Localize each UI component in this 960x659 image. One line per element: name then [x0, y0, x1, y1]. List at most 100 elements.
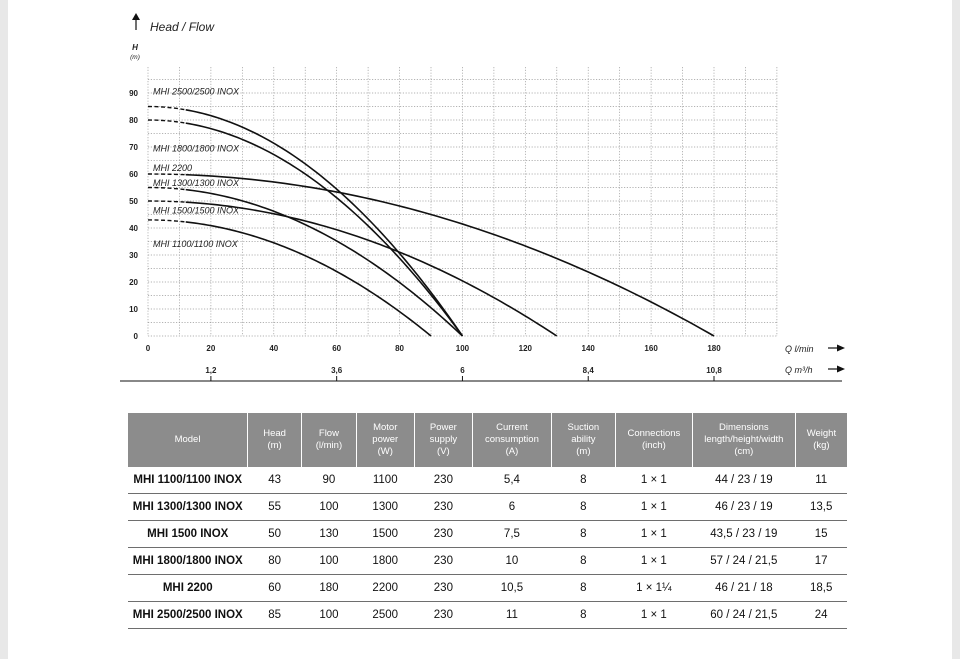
column-header: Weight (kg)	[795, 413, 847, 467]
model-cell: MHI 1500 INOX	[128, 520, 248, 548]
y-axis-label: H	[132, 43, 138, 52]
column-header-line: Dimensions	[719, 422, 769, 433]
curve-dashed-start	[147, 119, 186, 124]
table-row: MHI 1100/1100 INOX 43 90 1100 230 5,4 8 1 × 1 44…	[128, 467, 847, 494]
column-header: Head (m)	[247, 413, 303, 467]
x-tick-label: 100	[456, 344, 470, 353]
curve-line	[185, 122, 464, 337]
model-cell: MHI 2500/2500 INOX	[128, 601, 248, 629]
y-axis-arrow-head	[132, 13, 140, 20]
curve-line	[185, 188, 463, 337]
table-cell: 1 × 1	[615, 467, 693, 494]
table-cell: 43,5 / 23 / 19	[692, 520, 796, 548]
table-cell: 230	[414, 547, 473, 575]
x2-axis-arrow-head	[837, 365, 845, 373]
table-cell: 11	[472, 601, 552, 629]
spec-table: Model Head (m) Flow (l/min) Motor power (W) Powe…	[128, 413, 847, 629]
table-cell: 1300	[356, 493, 415, 521]
y-tick-label: 10	[129, 305, 138, 314]
table-cell: 1 × 1	[615, 547, 693, 575]
table-cell: 1 × 1	[615, 520, 693, 548]
table-cell: 7,5	[472, 520, 552, 548]
table-cell: 13,5	[795, 493, 847, 521]
column-header: Connections (inch)	[615, 413, 693, 467]
x-tick-label: 40	[269, 344, 278, 353]
column-header-line: Suction	[567, 422, 600, 433]
x-axis-arrow-head	[837, 344, 845, 352]
table-cell: 24	[795, 601, 847, 629]
table-cell: 44 / 23 / 19	[692, 467, 796, 494]
curve-dashed-start	[147, 219, 186, 223]
y-tick-label: 20	[129, 278, 138, 287]
column-header-line: Weight	[806, 428, 837, 439]
column-header: Suction ability (m)	[551, 413, 616, 467]
x-tick-label: 180	[707, 344, 721, 353]
x-axis-label: Q l/min	[785, 344, 814, 354]
table-row: MHI 2500/2500 INOX 85 100 2500 230 11 8 1 × 1 60…	[128, 601, 847, 629]
table-cell: 50	[247, 520, 302, 548]
table-cell: 230	[414, 520, 473, 548]
column-header-line: (m)	[576, 446, 591, 457]
table-cell: 60 / 24 / 21,5	[692, 601, 796, 629]
column-header-line: (l/min)	[315, 440, 343, 451]
model-cell: MHI 1100/1100 INOX	[128, 467, 248, 494]
table-cell: 1 × 1	[615, 601, 693, 629]
column-header-line: consumption	[484, 434, 539, 445]
table-cell: 80	[247, 547, 302, 575]
y-tick-label: 50	[129, 197, 138, 206]
column-header-line: Model	[174, 434, 201, 445]
table-cell: 8	[551, 467, 616, 494]
column-header-line: power	[372, 434, 399, 445]
column-header-line: supply	[429, 434, 458, 445]
table-cell: 1500	[356, 520, 415, 548]
x-tick-label: 60	[332, 344, 341, 353]
table-cell: 57 / 24 / 21,5	[692, 547, 796, 575]
column-header: Motor power (W)	[356, 413, 415, 467]
table-cell: 60	[247, 574, 302, 602]
table-cell: 2200	[356, 574, 415, 602]
y-tick-label: 0	[134, 332, 139, 341]
table-cell: 230	[414, 467, 473, 494]
x2-tick-label: 8,4	[583, 366, 595, 375]
x-tick-label: 120	[519, 344, 533, 353]
table-cell: 11	[795, 467, 847, 494]
x2-tick-label: 6	[460, 366, 465, 375]
x-tick-label: 80	[395, 344, 404, 353]
curve-label: MHI 1100/1100 INOX	[153, 239, 239, 249]
column-header-line: Head	[263, 428, 286, 439]
table-cell: 5,4	[472, 467, 552, 494]
table-cell: 230	[414, 601, 473, 629]
table-row: MHI 1300/1300 INOX 55 100 1300 230 6 8 1 × 1 46 …	[128, 493, 847, 521]
table-cell: 46 / 21 / 18	[692, 574, 796, 602]
curve-label: MHI 1800/1800 INOX	[153, 143, 240, 153]
table-cell: 15	[795, 520, 847, 548]
column-header-line: (A)	[505, 446, 519, 457]
table-cell: 10	[472, 547, 552, 575]
head-flow-chart: 0 10 20 30 40 50 60 70 80 90 0 20 40 60 80 100 120 140 160…	[120, 13, 845, 382]
model-cell: MHI 2200	[128, 574, 248, 602]
table-cell: 100	[301, 547, 357, 575]
table-cell: 1800	[356, 547, 415, 575]
table-cell: 230	[414, 493, 473, 521]
column-header: Model	[128, 413, 249, 467]
x-tick-label: 20	[206, 344, 215, 353]
column-header-line: Power	[429, 422, 457, 433]
column-header: Dimensions length/height/width (cm)	[692, 413, 796, 467]
table-cell: 17	[795, 547, 847, 575]
page: 0 10 20 30 40 50 60 70 80 90 0 20 40 60 80 100 120 140 160…	[8, 0, 952, 659]
model-cell: MHI 1300/1300 INOX	[128, 493, 248, 521]
x-tick-label: 160	[644, 344, 658, 353]
curve-line	[185, 201, 558, 337]
column-header-line: (W)	[377, 446, 393, 457]
table-cell: 8	[551, 574, 616, 602]
y-tick-label: 80	[129, 116, 138, 125]
column-header: Power supply (V)	[414, 413, 474, 467]
y-axis-unit: (m)	[130, 54, 140, 61]
column-header-line: (m)	[267, 440, 282, 451]
y-tick-label: 60	[129, 170, 138, 179]
column-header: Current consumption (A)	[472, 413, 552, 467]
table-cell: 6	[472, 493, 552, 521]
curve-label: MHI 2500/2500 INOX	[153, 87, 240, 97]
table-cell: 90	[301, 467, 357, 494]
table-cell: 2500	[356, 601, 415, 629]
